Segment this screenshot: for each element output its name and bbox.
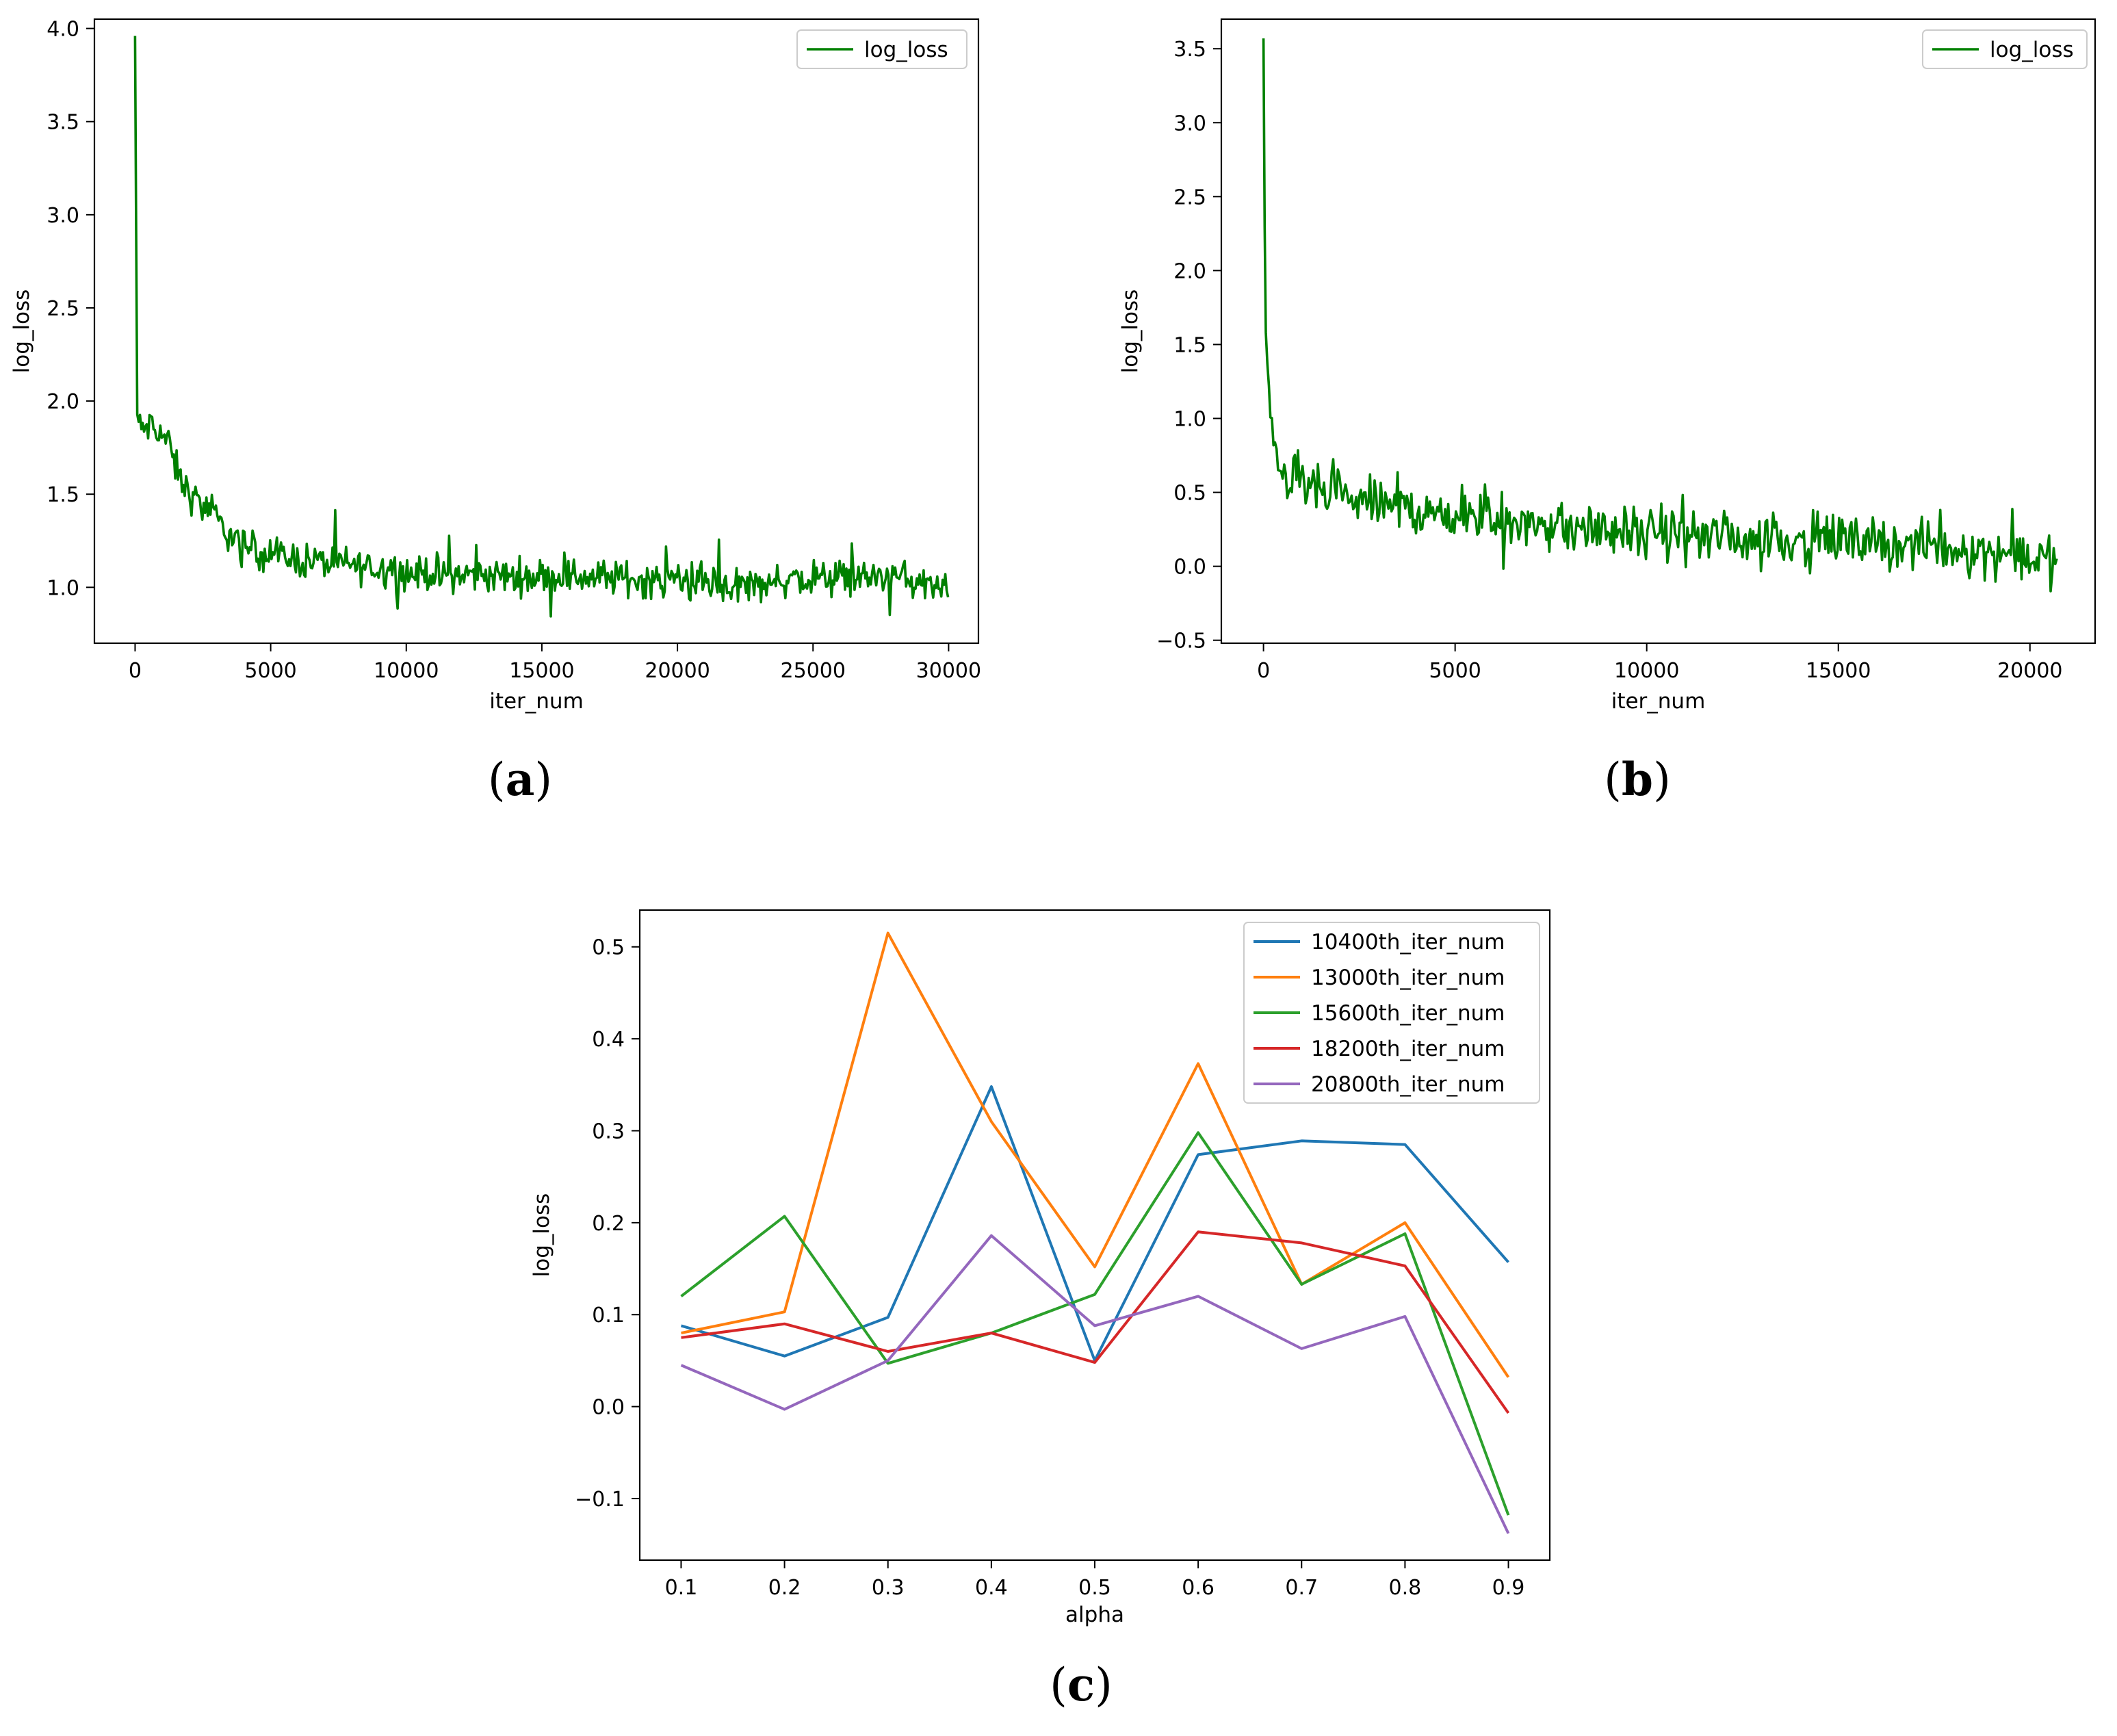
y-axis-title: log_loss [10,289,34,374]
legend-box [1243,922,1540,1104]
x-tick-label: 0.7 [1285,1576,1318,1600]
chart-panel-b: 0 5000 10000 15000 20000 −0.5 0.0 0.5 1.0 1.5 2.0 2… [1118,18,2096,806]
x-tick-label: 0 [129,659,142,683]
legend: log_loss [1922,29,2088,69]
panel-label-c: (c) [1050,1658,1113,1711]
y-axis-title: log_loss [1118,289,1143,374]
y-axis-title: log_loss [530,1193,554,1278]
x-tick-label: 0.3 [872,1576,905,1600]
legend-box [1922,29,2088,69]
axes-frame [1220,18,2096,645]
y-tick-label: 1.5 [47,483,79,507]
x-tick-label: 0.5 [1078,1576,1111,1600]
y-tick-label: 0.0 [1173,556,1206,580]
y-tick-label: 2.0 [47,390,79,414]
legend-label-20800th_iter_num: 20800th_iter_num [1311,1072,1505,1097]
x-tick-label: 20000 [645,659,710,683]
x-tick-label: 20000 [1997,659,2062,683]
y-tick-label: 3.0 [47,204,79,228]
chart-panel-c: 0.1 0.2 0.3 0.4 0.5 0.6 0.7 0.8 0.9 −0.1 0.0 0.1 0.2… [530,909,1551,1711]
y-tick-label: 1.0 [47,576,79,600]
y-tick-label: 3.0 [1173,112,1206,135]
y-tick-label: 0.5 [1173,482,1206,506]
x-tick-label: 0.8 [1389,1576,1422,1600]
y-tick-label: 1.5 [1173,333,1206,357]
x-tick-label: 5000 [1429,659,1481,683]
legend-label-15600th_iter_num: 15600th_iter_num [1311,1001,1505,1026]
y-tick-label: 3.5 [47,111,79,135]
x-tick-label: 5000 [244,659,296,683]
legend: log_loss [796,29,967,69]
series-line-10400th_iter_num [680,1085,1510,1362]
x-tick-label: 15000 [1806,659,1871,683]
x-tick-label: 0 [1257,659,1270,683]
y-tick-label: 0.2 [592,1212,625,1236]
y-tick-label: 1.0 [1173,408,1206,432]
y-tick-label: 0.3 [592,1119,625,1143]
legend-label-log_loss: log_loss [1990,38,2074,62]
y-tick-label: 0.0 [592,1396,625,1420]
x-tick-label: 15000 [509,659,574,683]
chart-panel-a: 0 5000 10000 15000 20000 25000 30000 1.0 1.5 2.0 2… [10,18,981,806]
x-axis-title: alpha [1065,1603,1124,1627]
y-tick-label: 0.5 [592,936,625,960]
x-tick-label: 30000 [916,659,981,683]
legend: 10400th_iter_num 13000th_iter_num 15600th_… [1243,922,1540,1104]
x-tick-label: 25000 [781,659,846,683]
legend-label-13000th_iter_num: 13000th_iter_num [1311,966,1505,990]
legend-label-18200th_iter_num: 18200th_iter_num [1311,1037,1505,1061]
series-line-18200th_iter_num [681,1230,1510,1414]
panel-label-a: (a) [488,753,552,806]
y-tick-label: 2.0 [1173,259,1206,283]
x-tick-label: 0.4 [975,1576,1008,1600]
legend-label-10400th_iter_num: 10400th_iter_num [1311,930,1505,955]
axes-frame [93,18,980,645]
legend-box [796,29,967,69]
y-tick-label: −0.5 [1156,630,1206,653]
series-line-20800th_iter_num [680,1234,1510,1534]
x-tick-label: 10000 [1614,659,1679,683]
series-line-15600th_iter_num [680,1131,1510,1516]
legend-label-log_loss: log_loss [864,38,948,62]
x-axis-title: iter_num [1611,689,1706,714]
panel-label-b: (b) [1604,753,1671,806]
y-tick-label: 4.0 [47,18,79,42]
series-line-log_loss [133,36,950,618]
y-tick-label: 0.1 [592,1304,625,1327]
x-tick-label: 0.2 [768,1576,801,1600]
series-line-13000th_iter_num [681,931,1510,1378]
x-tick-label: 10000 [374,659,439,683]
x-tick-label: 0.6 [1182,1576,1215,1600]
x-axis-title: iter_num [489,689,584,714]
series-line-log_loss [1262,38,2058,593]
y-tick-label: −0.1 [575,1488,625,1512]
x-tick-label: 0.9 [1492,1576,1525,1600]
y-tick-label: 2.5 [1173,185,1206,209]
y-tick-label: 3.5 [1173,38,1206,62]
y-tick-label: 2.5 [47,297,79,321]
x-tick-label: 0.1 [665,1576,698,1600]
y-tick-label: 0.4 [592,1028,625,1052]
